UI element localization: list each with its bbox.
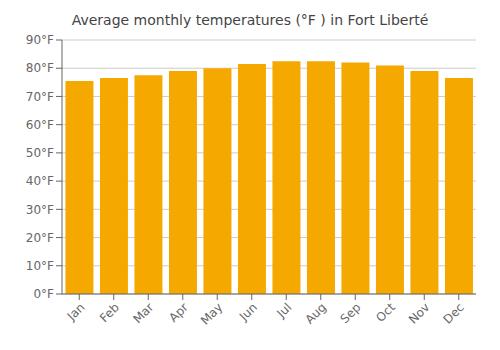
svg-text:Jun: Jun [236,300,260,324]
svg-text:Jul: Jul [274,300,295,321]
svg-text:Jan: Jan [64,300,88,324]
svg-text:30°F: 30°F [26,203,54,217]
svg-text:70°F: 70°F [26,90,54,104]
svg-text:50°F: 50°F [26,146,54,160]
svg-text:40°F: 40°F [26,174,54,188]
svg-text:0°F: 0°F [33,287,54,301]
svg-text:Feb: Feb [97,300,122,325]
svg-text:Dec: Dec [441,300,467,326]
svg-text:Oct: Oct [373,300,398,325]
svg-text:Aug: Aug [302,300,328,326]
html-text:Average monthly temperatures (: Average monthly temperatures (°F ) in Fo… [71,12,429,28]
svg-text:90°F: 90°F [26,33,54,47]
svg-text:Nov: Nov [406,300,432,326]
svg-text:Mar: Mar [130,300,156,326]
svg-text:20°F: 20°F [26,231,54,245]
svg-text:10°F: 10°F [26,259,54,273]
svg-text:Sep: Sep [337,300,363,326]
svg-text:May: May [198,300,225,327]
svg-text:Apr: Apr [166,300,191,325]
svg-text:60°F: 60°F [26,118,54,132]
svg-text:80°F: 80°F [26,61,54,75]
